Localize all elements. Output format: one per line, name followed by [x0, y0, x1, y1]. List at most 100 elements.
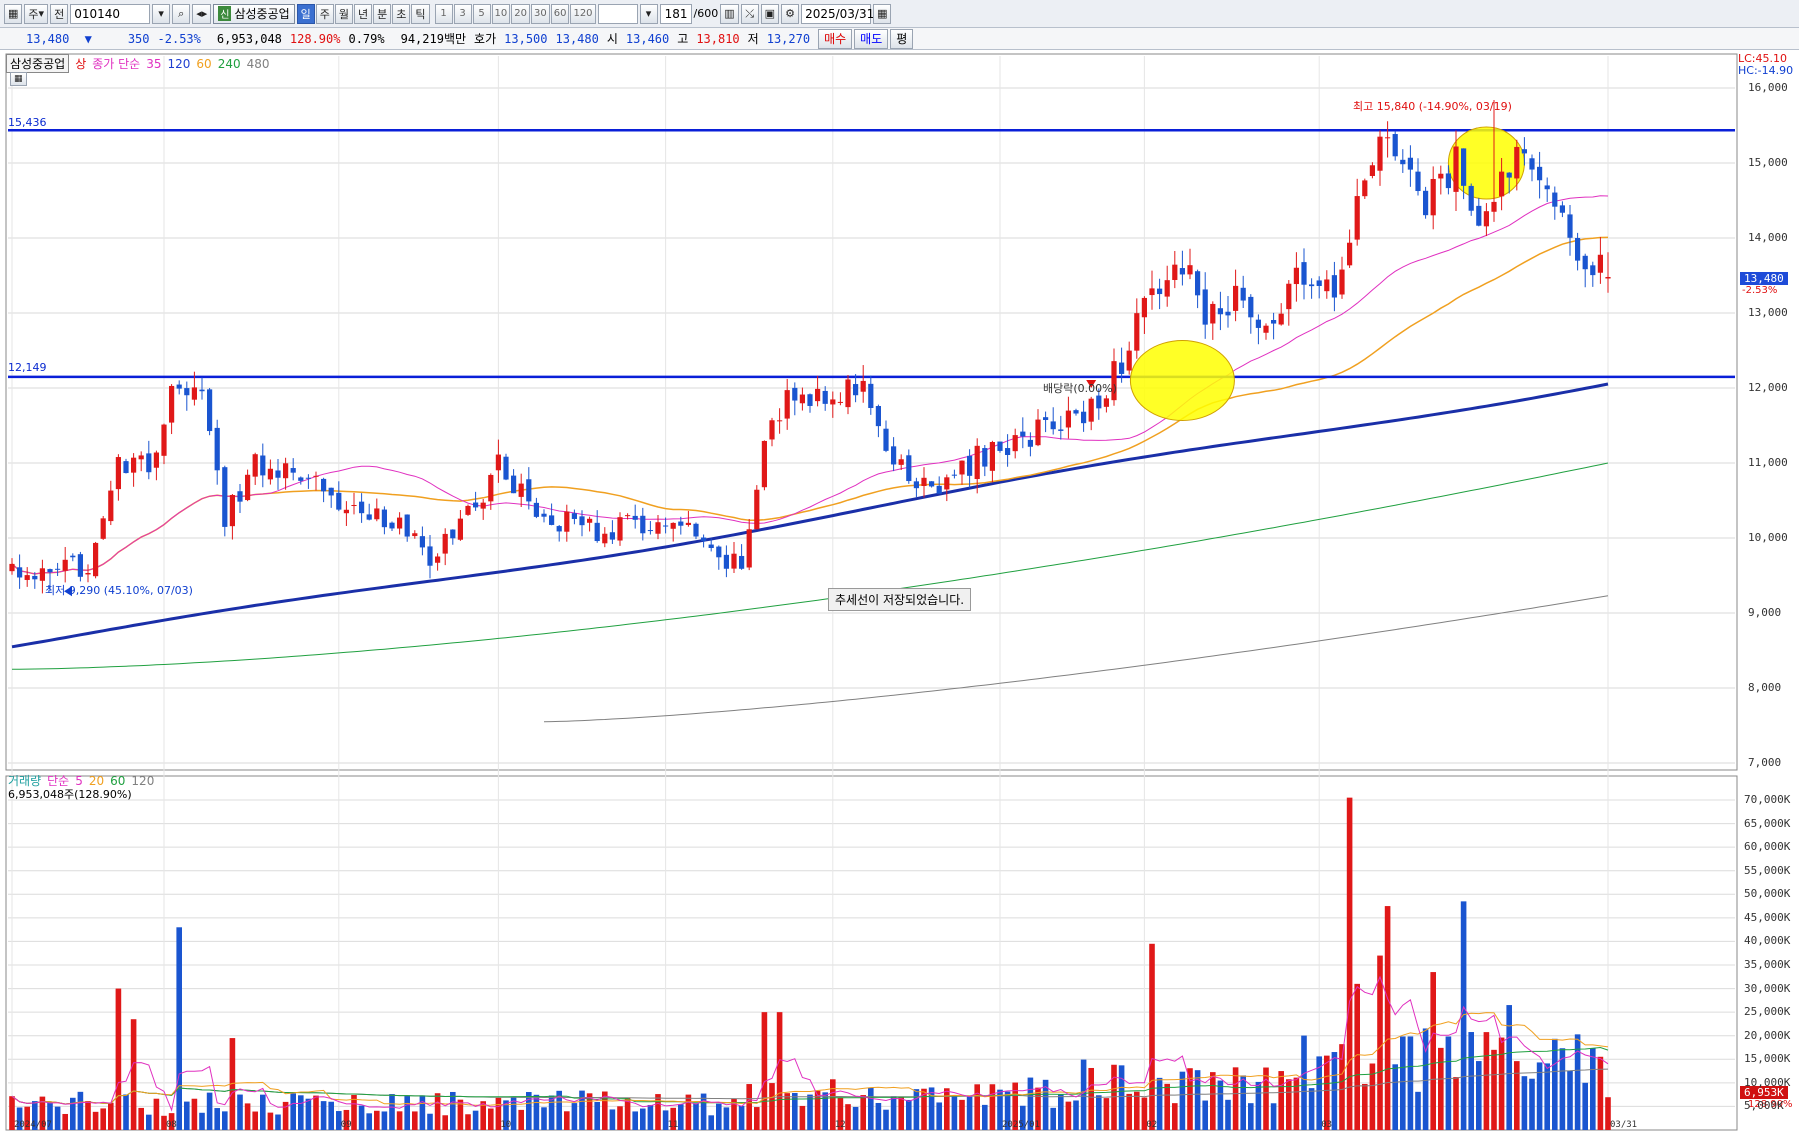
volume-bar-down [822, 1092, 828, 1130]
buy-button[interactable]: 매수 [818, 28, 853, 49]
volume-bar-down [176, 927, 182, 1130]
candle-up [1278, 313, 1284, 325]
save-icon[interactable]: ▣ [760, 3, 780, 24]
tab-period-2[interactable]: 월 [334, 3, 354, 24]
volume-bar-up [1126, 1093, 1132, 1130]
stock-name-box[interactable]: 신 삼성중공업 [213, 3, 295, 24]
tab-period-5[interactable]: 초 [392, 3, 411, 24]
tab-period-0[interactable]: 일 [296, 3, 315, 24]
candle-up [465, 505, 471, 515]
legend-stock-name[interactable]: 삼성중공업 [6, 54, 70, 73]
date-input[interactable]: 2025/03/31 [801, 3, 874, 24]
volume-bar-up [1088, 1067, 1094, 1130]
price-tick-label: 8,000 [1748, 681, 1782, 694]
candle-up [1324, 279, 1330, 292]
volume-bar-up [1172, 1103, 1178, 1130]
candle-up [100, 518, 106, 539]
candle-up [518, 483, 524, 497]
volume-bar-up [564, 1111, 570, 1130]
candle-down [1582, 255, 1588, 270]
candle-down [1400, 159, 1406, 165]
gear-icon[interactable]: ⚙ [781, 3, 800, 24]
candle-up [974, 445, 980, 480]
candle-up [229, 494, 235, 527]
tab-period-4[interactable]: 분 [373, 3, 392, 24]
interval-30[interactable]: 30 [530, 3, 550, 24]
price-tick-label: 9,000 [1748, 606, 1782, 619]
candle-down [1050, 421, 1056, 430]
candle-down [473, 502, 479, 508]
bar-count-input[interactable]: 181 [659, 3, 692, 24]
volume-bar-up [1491, 1049, 1497, 1130]
interval-dropdown-icon[interactable]: ▾ [639, 3, 658, 24]
calendar-icon[interactable]: ▦ [873, 3, 892, 24]
tab-period-1[interactable]: 주 [315, 3, 334, 24]
volume-bar-up [830, 1079, 836, 1130]
candle-down [503, 456, 509, 480]
candle-down [1529, 158, 1535, 170]
volume-bar-up [480, 1101, 486, 1130]
code-dropdown-icon[interactable]: ▾ [152, 3, 171, 24]
volume-bar-down [1316, 1056, 1322, 1130]
volume-bar-down [305, 1098, 312, 1130]
interval-10[interactable]: 10 [491, 3, 511, 24]
volume-bar-down [1536, 1062, 1543, 1130]
price-tick-label: 13,000 [1748, 306, 1788, 319]
volume-bar-down [123, 1094, 129, 1130]
bar-count-value: 181 [664, 6, 688, 21]
volume-bar-down [936, 1102, 942, 1130]
sell-button[interactable]: 매도 [854, 28, 889, 49]
layout-icon[interactable]: ▦ [4, 3, 23, 24]
volume-bar-down [298, 1095, 304, 1130]
volume-bar-up [62, 1113, 68, 1130]
candle-down [997, 441, 1003, 451]
candle-type-icon[interactable]: ▥ [720, 3, 739, 24]
candle-down [328, 487, 334, 496]
interval-1[interactable]: 1 [434, 3, 453, 24]
interval-120[interactable]: 120 [570, 3, 596, 24]
candle-down [1202, 289, 1208, 325]
indicator-settings-icon[interactable]: ▦ [10, 72, 27, 86]
candle-up [777, 420, 783, 422]
search-icon[interactable]: ⌕ [172, 3, 191, 24]
market-jeon-button[interactable]: 전 [50, 3, 69, 24]
tab-period-6[interactable]: 틱 [411, 3, 430, 24]
candle-up [191, 387, 197, 400]
volume-bar-up [457, 1099, 464, 1130]
volume-bar-up [168, 1113, 175, 1130]
pyeong-button[interactable]: 평 [890, 28, 914, 49]
candle-up [625, 515, 631, 517]
interval-60[interactable]: 60 [550, 3, 570, 24]
resistance-line-label: 15,436 [8, 116, 47, 129]
volume-bar-down [997, 1089, 1003, 1130]
candle-up [131, 457, 137, 473]
dividend-annotation: 배당락(0.00%) [1043, 382, 1117, 395]
volume-bar-up [374, 1110, 380, 1130]
interval-3[interactable]: 3 [453, 3, 472, 24]
dividend-marker-icon [1086, 380, 1097, 388]
volume-bar-down [852, 1106, 859, 1130]
volume-bar-up [108, 1102, 114, 1130]
interval-custom-input[interactable] [597, 3, 638, 24]
candle-down [708, 544, 714, 549]
stock-code-input[interactable]: 010140 [70, 3, 151, 24]
period-ju-select[interactable]: 주 ▾ [24, 3, 49, 24]
interval-20[interactable]: 20 [511, 3, 530, 24]
candle-up [815, 388, 821, 402]
prev-stock-icon[interactable]: ◂▸ [192, 3, 212, 24]
candle-down [1255, 319, 1261, 328]
trend-tool-icon[interactable]: ⤯ [740, 3, 759, 24]
candle-down [77, 554, 83, 577]
tab-period-3[interactable]: 년 [354, 3, 373, 24]
candle-down [1590, 265, 1596, 276]
support-line-label: 12,149 [8, 361, 47, 374]
volume-bar-up [1293, 1077, 1300, 1130]
price-tick-label: 12,000 [1748, 381, 1788, 394]
volume-bar-up [267, 1112, 274, 1130]
candle-down [427, 546, 433, 566]
interval-5[interactable]: 5 [472, 3, 491, 24]
candle-up [374, 508, 380, 520]
candle-down [199, 389, 205, 392]
volume-bar-down [1559, 1048, 1566, 1130]
